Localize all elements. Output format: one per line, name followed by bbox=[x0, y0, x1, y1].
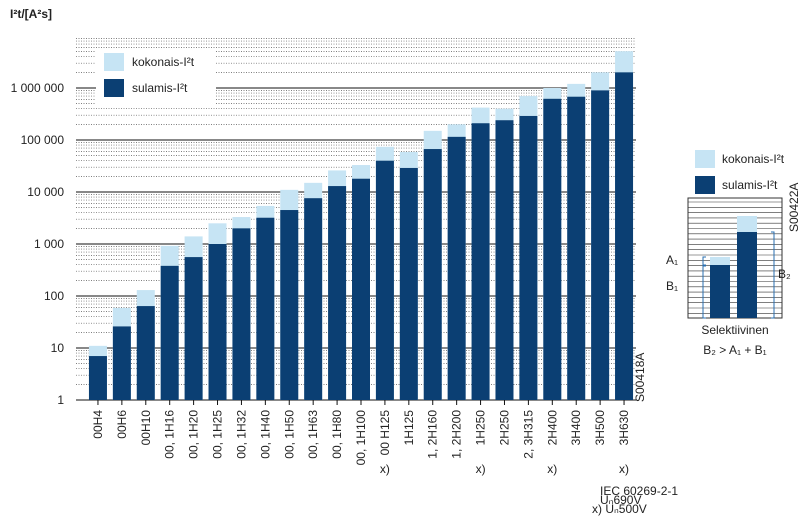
bar bbox=[304, 198, 323, 400]
bar bbox=[375, 160, 394, 400]
inset-bar bbox=[737, 232, 757, 318]
x-tick-label: 00H6 bbox=[115, 410, 129, 439]
y-axis-title: I²t/[A²s] bbox=[10, 7, 52, 21]
x-tick-label: 2H400 bbox=[545, 410, 559, 446]
legend-label: sulamis-I²t bbox=[132, 81, 188, 95]
category-note: x) bbox=[547, 462, 557, 476]
category-note: x) bbox=[476, 462, 486, 476]
x-tick-label: 00, 1H20 bbox=[187, 410, 201, 459]
inset-label: A₁ bbox=[666, 253, 678, 267]
bar bbox=[232, 228, 251, 400]
bar bbox=[256, 217, 275, 400]
inset-formula: B₂ > A₁ + B₁ bbox=[703, 343, 766, 357]
x-tick-label: 1, 2H200 bbox=[450, 410, 464, 459]
bar bbox=[591, 90, 610, 400]
inset-bracket bbox=[702, 231, 775, 319]
x-tick-label: 00, 1H100 bbox=[354, 410, 368, 466]
inset: kokonais-I²t sulamis-I²t A₁ B₁ B₂ Selekt… bbox=[666, 150, 801, 357]
bar bbox=[136, 306, 155, 400]
x-tick-label: 3H630 bbox=[617, 410, 631, 446]
bar bbox=[184, 257, 203, 400]
x-tick-label: 1H250 bbox=[474, 410, 488, 446]
legend-label: kokonais-I²t bbox=[132, 55, 195, 69]
inset-frame bbox=[687, 197, 783, 319]
x-tick-label: 00H10 bbox=[139, 410, 153, 446]
y-tick-label: 10 bbox=[51, 341, 65, 355]
y-tick-label: 100 bbox=[44, 289, 64, 303]
inset-legend-swatch bbox=[695, 150, 715, 168]
legend: kokonais-I²t sulamis-I²t bbox=[96, 48, 216, 106]
inset-legend-label: sulamis-I²t bbox=[722, 178, 778, 192]
x-tick-label: 00, 1H25 bbox=[211, 410, 225, 459]
x-tick-label: 3H400 bbox=[569, 410, 583, 446]
bar bbox=[495, 120, 514, 401]
inset-grid bbox=[687, 197, 783, 319]
y-tick-label: 1 bbox=[57, 393, 64, 407]
standard: IEC 60269-2-1 bbox=[600, 484, 678, 498]
figure-code: S00418A bbox=[633, 353, 647, 402]
inset-label: B₁ bbox=[666, 279, 678, 293]
x-tick-label: 2, 3H315 bbox=[521, 410, 535, 459]
inset-legend-swatch bbox=[695, 176, 715, 194]
note: x) Uₙ500V bbox=[592, 502, 647, 516]
x-tick-label: 00, 1H50 bbox=[282, 410, 296, 459]
bar bbox=[423, 149, 442, 400]
inset-caption: Selektiivinen bbox=[701, 323, 768, 337]
x-tick-label: 1H125 bbox=[402, 410, 416, 446]
x-tick-label: 3H500 bbox=[593, 410, 607, 446]
inset-label: B₂ bbox=[778, 267, 791, 281]
bar bbox=[280, 210, 299, 400]
x-tick-label: 2H250 bbox=[497, 410, 511, 446]
inset-code: S00422A bbox=[787, 183, 801, 232]
category-note: x) bbox=[380, 462, 390, 476]
x-tick-label: 00, 1H16 bbox=[163, 410, 177, 459]
category-note: x) bbox=[619, 462, 629, 476]
x-tick-label: 00, 1H63 bbox=[306, 410, 320, 459]
inset-bar bbox=[710, 265, 730, 318]
bar bbox=[471, 123, 490, 400]
x-tick-label: 00, 1H32 bbox=[234, 410, 248, 459]
voltage: Uₙ690V bbox=[600, 493, 641, 507]
bar bbox=[543, 98, 562, 401]
y-tick-label: 1 000 000 bbox=[11, 81, 65, 95]
x-tick-label: 00, 1H40 bbox=[258, 410, 272, 459]
inset-legend-label: kokonais-I²t bbox=[722, 152, 785, 166]
bar bbox=[328, 186, 347, 400]
bar bbox=[567, 96, 586, 400]
x-tick-label: 1, 2H160 bbox=[426, 410, 440, 459]
y-tick-label: 100 000 bbox=[21, 133, 65, 147]
bar bbox=[160, 265, 179, 400]
y-tick-label: 1 000 bbox=[34, 237, 64, 251]
bar bbox=[352, 178, 370, 400]
x-tick-label: 00, 1H80 bbox=[330, 410, 344, 459]
bar bbox=[447, 136, 466, 400]
bar bbox=[88, 356, 107, 400]
x-tick-label: 00 H125 bbox=[378, 410, 392, 456]
x-tick-label: 00H4 bbox=[91, 410, 105, 439]
bar bbox=[519, 115, 538, 400]
bar bbox=[399, 167, 418, 400]
legend-swatch bbox=[104, 79, 124, 97]
bar bbox=[112, 326, 131, 400]
bar bbox=[615, 72, 634, 401]
bar bbox=[208, 244, 227, 400]
legend-swatch bbox=[104, 53, 124, 71]
y-tick-label: 10 000 bbox=[27, 185, 64, 199]
